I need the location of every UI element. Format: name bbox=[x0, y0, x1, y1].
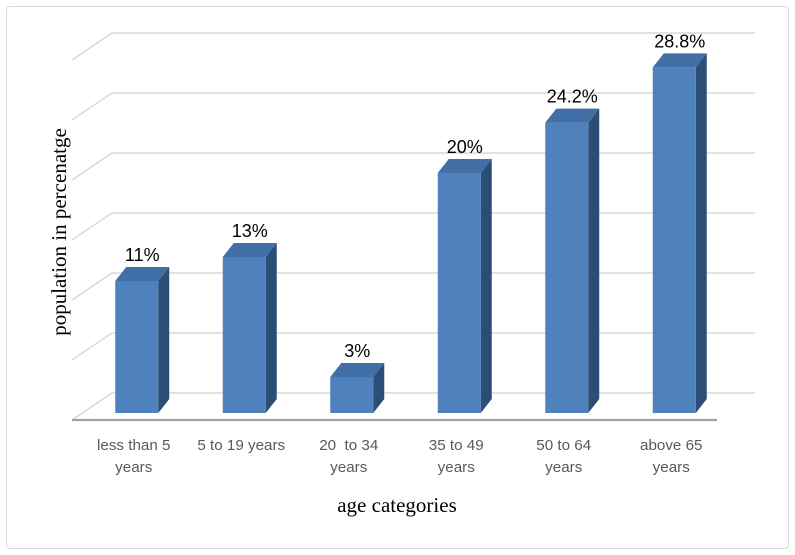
gridline-diagonal bbox=[71, 392, 113, 421]
gridline-diagonal bbox=[71, 212, 113, 241]
bar-side-face bbox=[158, 267, 170, 413]
data-label: 13% bbox=[232, 221, 268, 241]
y-axis-title: population in percenatge bbox=[47, 128, 71, 336]
bar-top-face bbox=[115, 267, 170, 281]
bar-top-face bbox=[222, 243, 277, 257]
gridline-diagonal bbox=[71, 152, 113, 181]
gridline-diagonal bbox=[71, 332, 113, 361]
bar-side-face bbox=[480, 159, 492, 413]
gridline-diagonal bbox=[71, 32, 113, 61]
bar-top-face bbox=[330, 363, 385, 377]
bar-front-face bbox=[330, 377, 374, 413]
x-axis-title: age categories bbox=[337, 493, 457, 517]
data-label: 28.8% bbox=[654, 31, 705, 51]
bar-top-face bbox=[437, 159, 492, 173]
bar-front-face bbox=[222, 257, 266, 413]
bar-side-face bbox=[588, 108, 600, 413]
category-label: 20 to 34 years bbox=[319, 437, 378, 476]
bar-front-face bbox=[115, 281, 159, 413]
category-label: less than 5 years bbox=[97, 437, 170, 476]
gridline-diagonal bbox=[71, 272, 113, 301]
data-label: 20% bbox=[447, 137, 483, 157]
bar-side-face bbox=[265, 243, 277, 413]
bar-top-face bbox=[652, 53, 707, 68]
bar-front-face bbox=[545, 122, 589, 413]
gridline-diagonal bbox=[71, 92, 113, 121]
bar-top-face bbox=[545, 108, 600, 123]
bar-front-face bbox=[652, 67, 696, 414]
data-label: 3% bbox=[344, 341, 370, 361]
category-label: 5 to 19 years bbox=[197, 437, 285, 454]
data-label: 24.2% bbox=[547, 87, 598, 107]
bar-side-face bbox=[373, 363, 385, 413]
bar-front-face bbox=[437, 173, 481, 413]
bar-side-face bbox=[695, 53, 707, 414]
data-label: 11% bbox=[125, 245, 160, 265]
category-label: 50 to 64 years bbox=[536, 437, 591, 476]
category-label: 35 to 49 years bbox=[429, 437, 484, 476]
category-label: above 65 years bbox=[640, 437, 703, 476]
